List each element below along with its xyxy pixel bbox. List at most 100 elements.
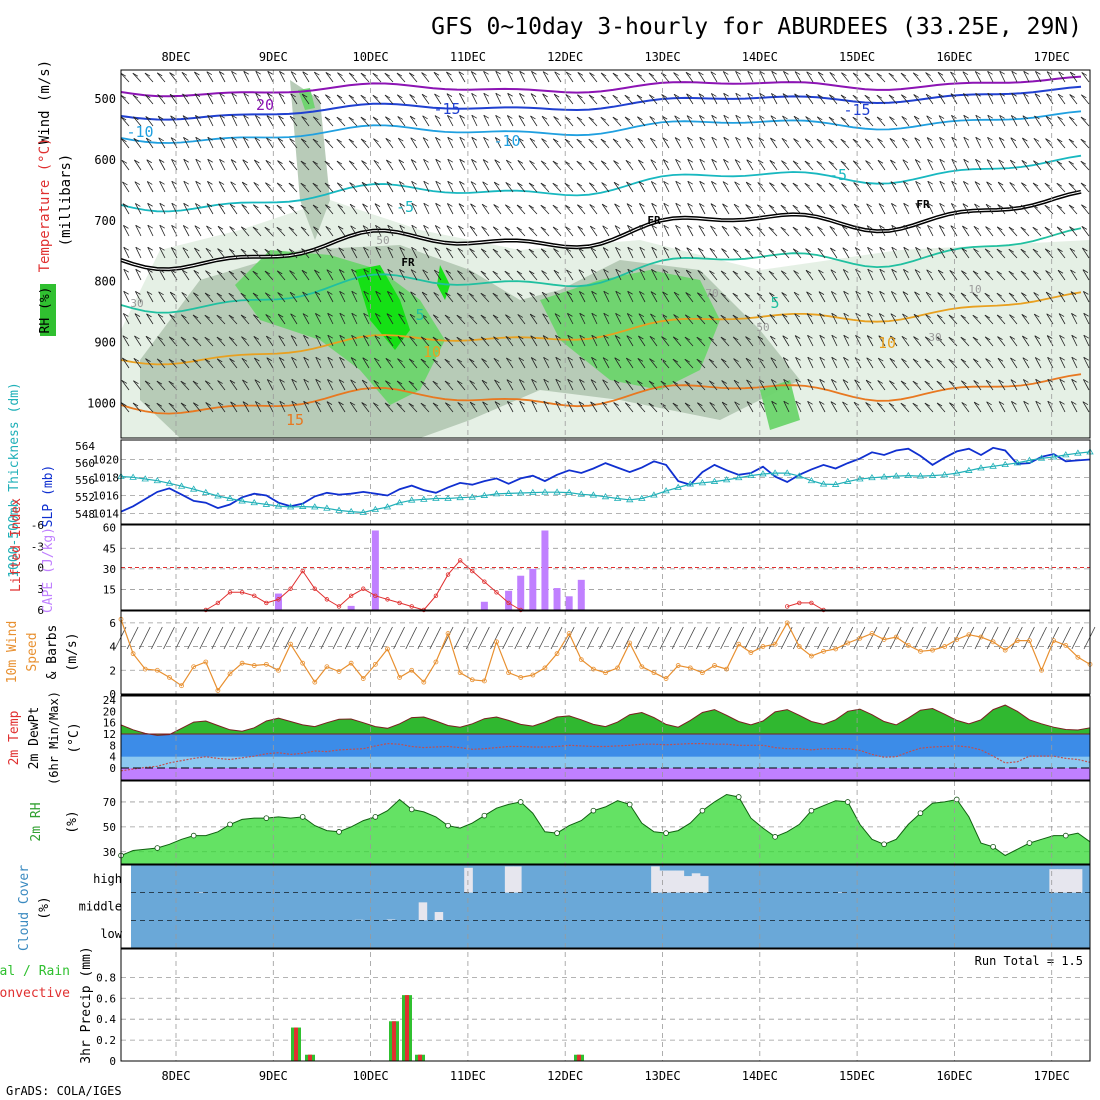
wind-barb-flag [651,181,657,185]
wind-barb [385,358,394,369]
wind-barb [204,314,214,325]
wind-barb-flag [493,181,500,186]
wind-barb [1035,71,1042,83]
wind-barb [492,226,502,237]
wind-barb-flag [600,116,607,121]
wind-barb-flag [625,159,632,164]
wind-barb [144,94,154,105]
thickness-point [613,494,622,501]
wind-barb-flag [973,358,979,363]
surface-wind-barb-flag [278,626,284,638]
wind-barb-flag [529,160,535,165]
wind-barb [458,71,466,83]
surface-wind-barb-flag [193,626,200,638]
wind-barb [770,379,778,391]
wind-barb-flag [984,292,991,297]
wind-barb-flag [721,380,727,384]
wind-barb-flag [433,292,439,296]
wind-barb [456,292,466,303]
wind-barb-flag [937,314,943,319]
wind-barb [265,335,274,347]
wind-barb [253,159,262,171]
slp-ylabel-thickness: 1000-500mb Thickness (dm) [7,382,22,578]
wind-barb-flag [325,226,331,230]
wind-barb-flag [746,379,752,384]
thickness-point [601,493,610,500]
wind-barb [1071,357,1078,369]
wind-barb [1058,71,1066,83]
wind-barb [1069,248,1078,259]
wind-barb [444,358,454,369]
wind-barb [986,181,994,193]
wind-barb-flag [686,269,692,274]
wind-barb [351,313,358,325]
wind-barb [385,138,394,149]
wind-barb-flag [399,269,405,273]
wind-barb [121,160,130,171]
wind-barb-flag [180,402,187,407]
wind-barb [483,115,490,127]
surface-wind-barb-flag [411,626,418,638]
wind-barb [734,181,742,193]
wind-barb [805,270,814,281]
wind-barb [336,116,346,127]
wind-barb [732,314,742,325]
wind-barb-flag [1021,182,1027,187]
wind-barb-flag [373,402,379,407]
wind-barb [229,380,238,391]
wind-barb-flag [793,270,799,274]
wind-barb [686,225,694,237]
surface-wind-barb-flag [944,626,951,638]
wind-barb-flag [217,248,223,252]
wind-barb-flag [1045,291,1052,296]
wind-barb [590,379,598,391]
wind-barb-flag [159,180,165,185]
wind-barb-flag [241,357,248,362]
wind-barb [421,93,430,105]
wind-barb [866,357,874,369]
wind-barb-flag [337,72,343,77]
wind-barb-flag [877,402,883,407]
wind-barb-flag [264,248,271,253]
wind-barb-flag [300,182,307,187]
wind-barb [217,401,226,413]
wind-speed-point [1027,638,1032,644]
wind-barb-flag [230,181,236,186]
wind-barb [854,247,862,259]
wind-barb-flag [951,136,957,141]
surface-wind-barb-flag [1004,626,1011,638]
wind-speed-point [687,665,693,671]
surface-wind-barb [756,636,764,650]
wind-barb [326,269,334,281]
wind-barb-flag [254,137,261,142]
wind-barb-flag [567,313,573,317]
wind-barb [744,292,754,303]
wind-barb-flag [229,358,235,362]
wind-barb-flag [723,92,729,97]
wind-barb [577,94,586,105]
wind-barb [492,314,502,325]
li-tick: 6 [37,604,44,617]
wind-barb [963,115,970,127]
date-label-bottom: 13DEC [644,1069,680,1083]
wind-barb [782,357,790,369]
surface-wind-barb-flag [144,626,151,638]
surface-wind-barb [429,636,437,650]
wind-barb-flag [888,94,895,99]
wind-barb [793,116,802,127]
wind-barb [302,71,310,83]
surface-wind-barb-flag [629,626,636,638]
wind-barb-flag [505,182,511,186]
cloud-high-cell [1073,869,1083,893]
wind-barb [638,159,646,171]
surface-wind-barb-flag [593,626,599,638]
wind-barb [123,269,130,281]
wind-barb-flag [831,291,837,295]
wind-barb-flag [972,270,979,275]
wind-barb-flag [687,202,693,207]
precip-tick: 0.6 [96,992,116,1005]
slp-series-line [120,446,1091,513]
wind-barb-flag [576,160,583,165]
wind-barb [481,226,490,237]
wind-barb-flag [516,226,523,231]
